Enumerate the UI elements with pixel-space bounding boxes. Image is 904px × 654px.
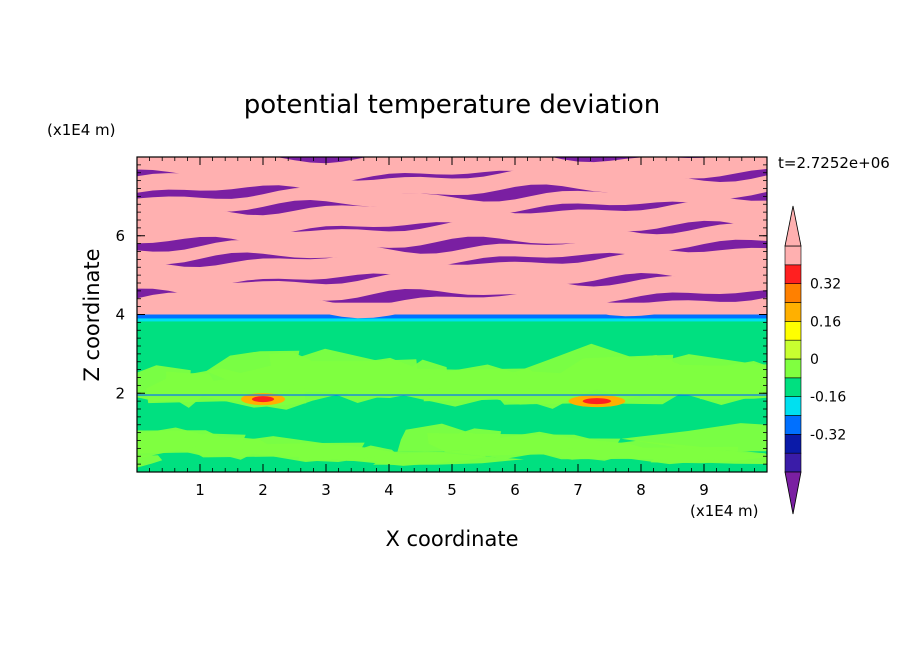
- field-upper-edge: [137, 302, 767, 315]
- colorbar: 0.32 0.16 0 -0.16 -0.32: [784, 205, 846, 515]
- x-tick-label: 2: [258, 481, 268, 499]
- x-tick-label: 4: [384, 481, 394, 499]
- x-tick-label: 6: [510, 481, 520, 499]
- field-lower-patch: [137, 455, 163, 468]
- x-tick-label: 5: [447, 481, 457, 499]
- colorbar-top-arrow: [784, 205, 802, 247]
- colorbar-band: [784, 302, 802, 322]
- y-axis-unit: (x1E4 m): [47, 121, 116, 139]
- field-lower-patch: [514, 343, 663, 392]
- colorbar-tick-label: 0.32: [810, 277, 841, 293]
- field-upper-band: [137, 252, 767, 288]
- colorbar-band: [784, 264, 802, 284]
- field-mid-band: [137, 314, 767, 321]
- colorbar-tick-label: 0.16: [810, 314, 841, 330]
- field-lower-patch: [137, 365, 194, 402]
- y-tick-label: 2: [115, 384, 125, 402]
- x-tick-label: 1: [195, 481, 205, 499]
- colorbar-tick-label: -0.16: [810, 390, 846, 406]
- x-axis-label: X coordinate: [385, 527, 518, 551]
- x-tick-label: 9: [699, 481, 709, 499]
- colorbar-band: [784, 339, 802, 360]
- colorbar-bottom-arrow: [784, 471, 802, 515]
- colorbar-band: [784, 434, 802, 454]
- axis-ticks: 1 2 3 4 5 6 7 8 9 2 4 6: [115, 157, 768, 499]
- field-lower-patch: [137, 430, 229, 458]
- field-mid-band-edge: [137, 318, 767, 322]
- colorbar-band: [784, 358, 802, 379]
- colorbar-tick-label: 0: [810, 352, 819, 368]
- colorbar-band: [784, 396, 802, 416]
- x-tick-label: 8: [636, 481, 646, 499]
- time-label: t=2.7252e+06: [778, 154, 890, 172]
- plot-area: [137, 157, 767, 472]
- field-upper-band: [137, 272, 767, 303]
- field-lower-patch: [397, 423, 502, 452]
- field-upper-band: [137, 157, 767, 184]
- colorbar-band: [784, 321, 802, 341]
- x-tick-label: 7: [573, 481, 583, 499]
- field-lower-patch: [621, 423, 767, 452]
- field-hot-spot: [582, 398, 612, 405]
- y-tick-label: 4: [115, 306, 125, 324]
- field-hot-spot: [251, 396, 275, 403]
- colorbar-band: [784, 452, 802, 473]
- chart-title: potential temperature deviation: [244, 90, 660, 120]
- colorbar-tick-label: -0.32: [810, 427, 846, 443]
- x-tick-label: 3: [321, 481, 331, 499]
- colorbar-band: [784, 283, 802, 303]
- y-axis-label: Z coordinate: [80, 248, 104, 381]
- y-tick-label: 6: [115, 227, 125, 245]
- field-upper-band: [137, 220, 767, 251]
- colorbar-band: [784, 245, 802, 266]
- colorbar-band: [784, 415, 802, 435]
- field-upper-band: [137, 200, 767, 236]
- field-streak: [137, 394, 767, 397]
- colorbar-band: [784, 377, 802, 397]
- field-lower-patch: [206, 350, 300, 398]
- field-upper-band: [137, 187, 767, 215]
- x-axis-unit: (x1E4 m): [690, 502, 759, 520]
